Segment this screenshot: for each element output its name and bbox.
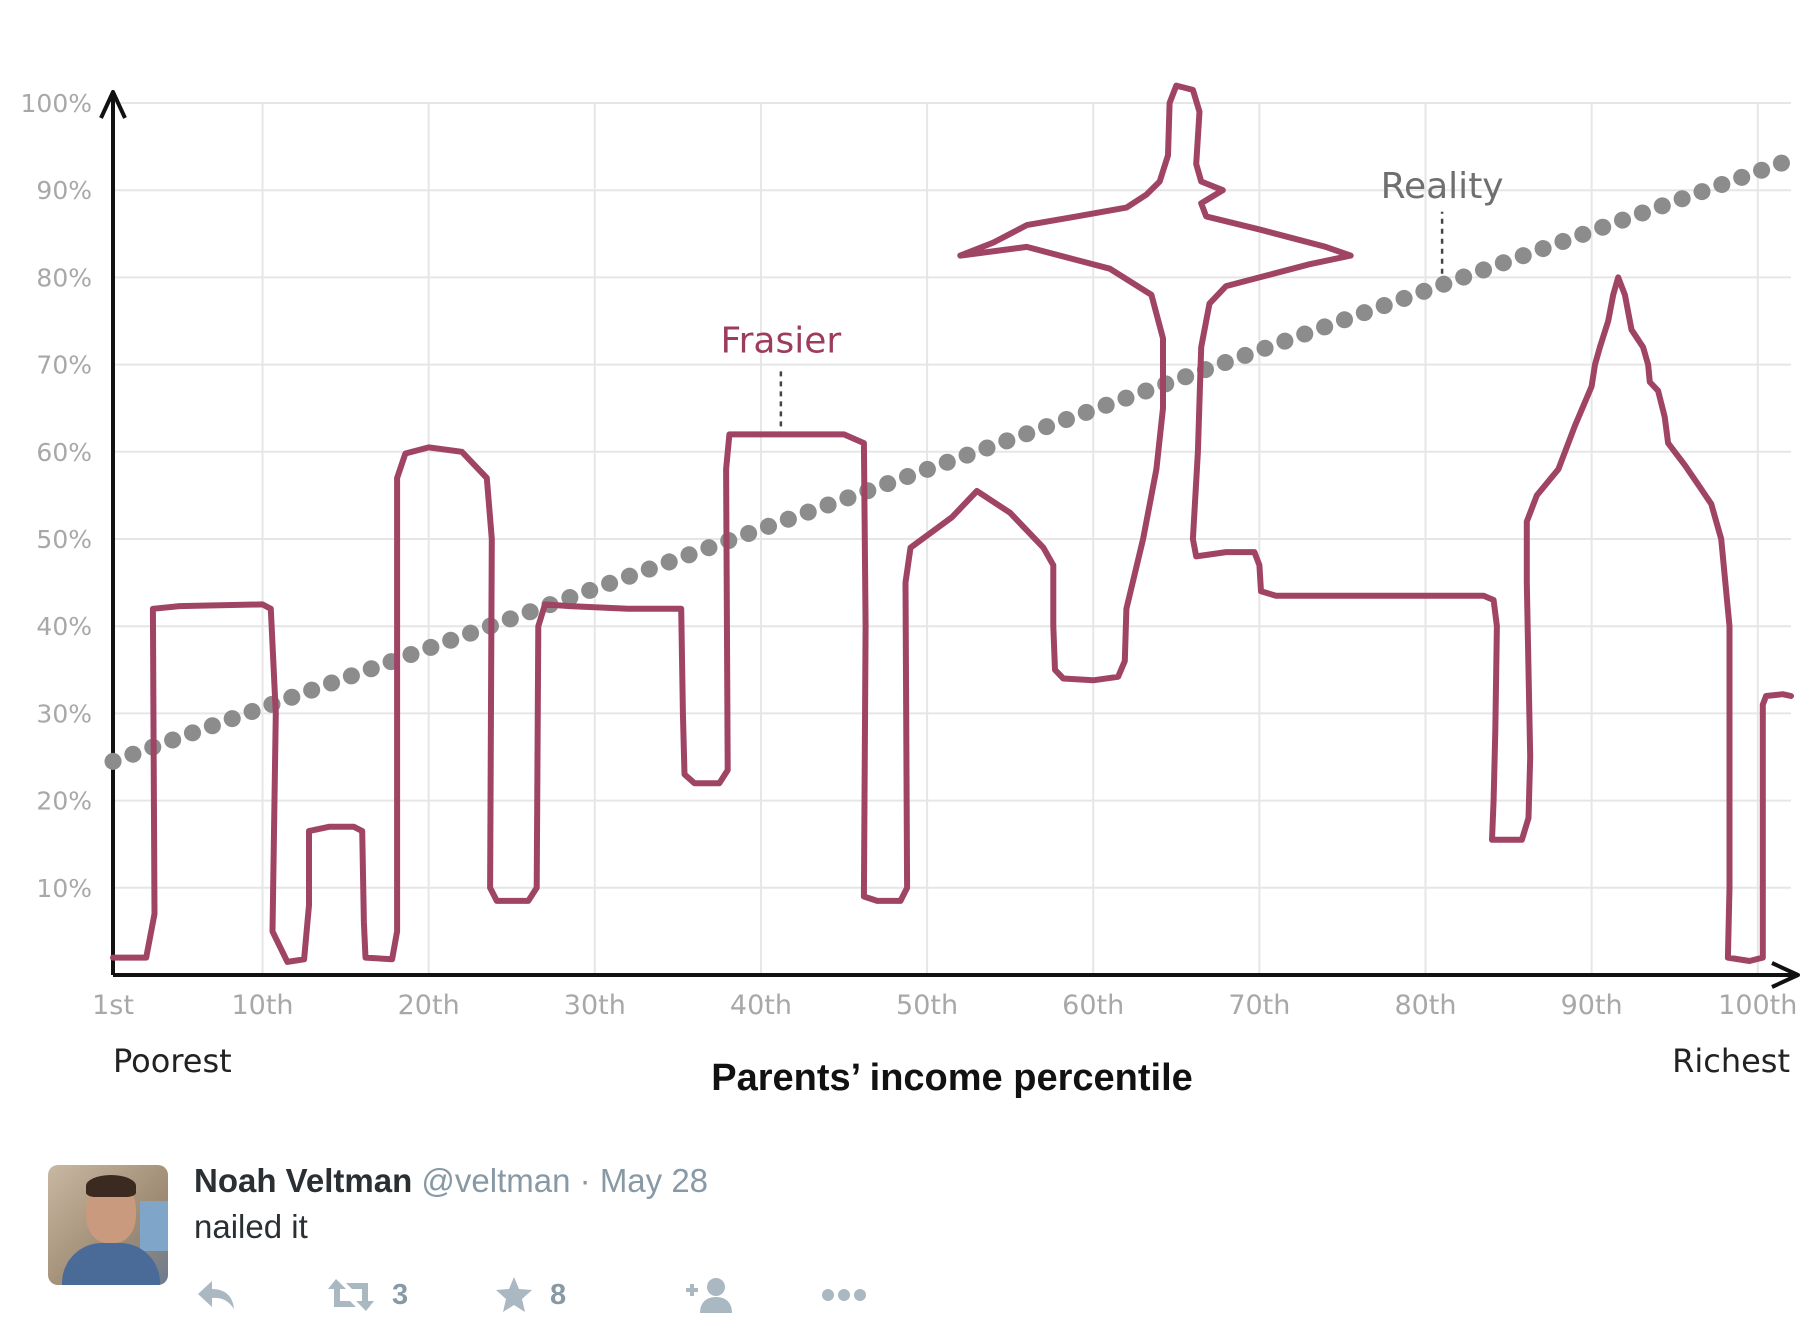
y-tick-label: 100% bbox=[21, 89, 92, 118]
avatar[interactable] bbox=[48, 1165, 168, 1285]
author-handle[interactable]: @veltman bbox=[421, 1162, 571, 1199]
follow-icon bbox=[686, 1278, 732, 1313]
tweet-date[interactable]: May 28 bbox=[599, 1162, 709, 1199]
reply-button[interactable] bbox=[196, 1272, 238, 1318]
series-reality-line bbox=[104, 151, 1800, 770]
x-tick-label: 20th bbox=[398, 990, 460, 1021]
avatar-shirt bbox=[62, 1243, 160, 1285]
avatar-window bbox=[140, 1201, 168, 1251]
retweet-button[interactable]: 3 bbox=[326, 1272, 408, 1318]
tweet-header: Noah Veltman @veltman · May 28 bbox=[194, 1162, 708, 1200]
x-end-label-right: Richest bbox=[1672, 1042, 1790, 1080]
header-separator: · bbox=[579, 1162, 591, 1199]
x-axis-title: Parents’ income percentile bbox=[711, 1057, 1193, 1099]
y-tick-label: 30% bbox=[36, 699, 92, 728]
y-tick-label: 10% bbox=[36, 874, 92, 903]
y-tick-label: 50% bbox=[36, 525, 92, 554]
y-tick-label: 70% bbox=[36, 351, 92, 380]
favorite-count: 8 bbox=[550, 1278, 567, 1311]
favorite-button[interactable]: 8 bbox=[494, 1272, 566, 1318]
x-tick-label: 50th bbox=[896, 990, 958, 1021]
x-tick-label: 70th bbox=[1228, 990, 1290, 1021]
chart: 10% 20% 30% 40% 50% 60% 70% 80% 90% 100% 1st 10th 20… bbox=[21, 82, 1800, 1099]
more-button[interactable] bbox=[818, 1272, 870, 1318]
x-tick-label: 100th bbox=[1718, 990, 1797, 1021]
retweet-icon bbox=[328, 1279, 374, 1311]
chart-area: 10% 20% 30% 40% 50% 60% 70% 80% 90% 100% 1st 10th 20… bbox=[21, 82, 1800, 1099]
retweet-count: 3 bbox=[392, 1278, 409, 1311]
series-frasier-line bbox=[110, 82, 1794, 965]
more-icon bbox=[822, 1289, 866, 1301]
y-tick-label: 60% bbox=[36, 438, 92, 467]
x-tick-label: 60th bbox=[1062, 990, 1124, 1021]
x-tick-label: 1st bbox=[92, 990, 134, 1021]
annotation-label: Frasier bbox=[721, 320, 842, 361]
y-tick-label: 80% bbox=[36, 263, 92, 292]
y-tick-label: 40% bbox=[36, 612, 92, 641]
x-tick-label: 90th bbox=[1561, 990, 1623, 1021]
y-axis-arrow bbox=[99, 90, 127, 119]
x-axis-arrow bbox=[1771, 961, 1800, 989]
reply-icon bbox=[198, 1281, 234, 1309]
avatar-hair bbox=[86, 1175, 136, 1197]
x-tick-label: 40th bbox=[730, 990, 792, 1021]
y-tick-label: 90% bbox=[36, 176, 92, 205]
annotation-label: Reality bbox=[1381, 166, 1504, 207]
x-tick-label: 10th bbox=[231, 990, 293, 1021]
follow-button[interactable] bbox=[684, 1272, 736, 1318]
author-name[interactable]: Noah Veltman bbox=[194, 1162, 413, 1199]
tweet-actions: 3 8 bbox=[194, 1272, 994, 1322]
y-tick-label: 20% bbox=[36, 787, 92, 816]
tweet-text: nailed it bbox=[194, 1208, 308, 1245]
tweet: Noah Veltman @veltman · May 28 nailed it… bbox=[0, 1150, 1808, 1342]
x-tick-label: 30th bbox=[564, 990, 626, 1021]
favorite-icon bbox=[496, 1277, 532, 1312]
x-tick-label: 80th bbox=[1394, 990, 1456, 1021]
x-end-label-left: Poorest bbox=[113, 1042, 232, 1080]
